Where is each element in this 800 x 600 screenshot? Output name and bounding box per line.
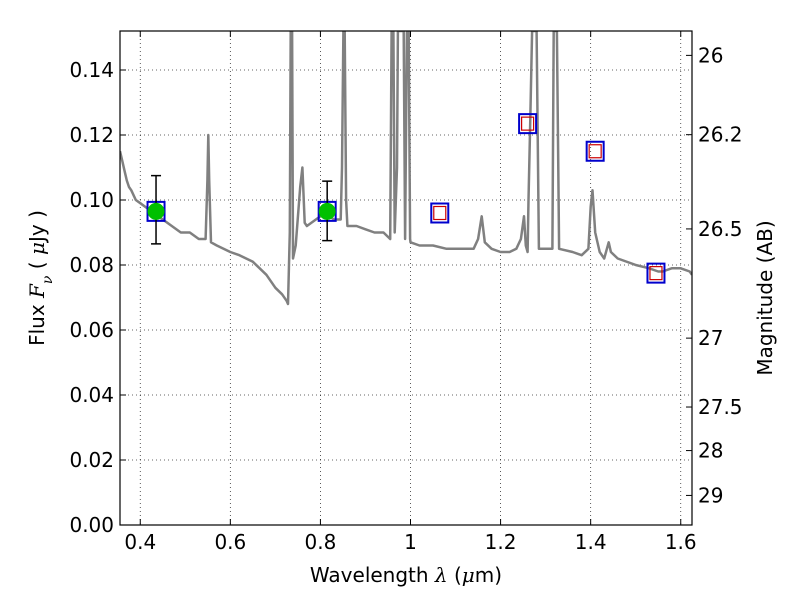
- y-axis-label-unit-mu: μ: [25, 242, 49, 255]
- y2-tick-label: 28: [698, 439, 723, 463]
- series-layer: [120, 31, 692, 306]
- x-tick-label: 1: [404, 530, 417, 554]
- y-axis-label: Flux Fν ( μJy ): [25, 210, 56, 346]
- y-axis-label-text: Flux: [25, 298, 49, 346]
- y-tick-label: 0.08: [69, 253, 114, 277]
- x-tick-label: 0.4: [124, 530, 156, 554]
- x-axis-label-text: Wavelength: [310, 563, 435, 587]
- model-photometry-inner-box: [649, 266, 663, 281]
- model-photometry-box: [430, 202, 450, 224]
- x-axis-label-unit-open: (: [448, 563, 462, 587]
- x-tick-label: 1.2: [485, 530, 517, 554]
- spectrum-line: [120, 31, 692, 306]
- observed-data-point: [147, 202, 165, 220]
- y2-tick-label: 27: [698, 326, 723, 350]
- y2-tick-label: 26: [698, 43, 723, 67]
- y-tick-label: 0.06: [69, 318, 114, 342]
- x-axis-label: Wavelength λ (μm): [310, 563, 502, 587]
- model-photometry-inner-box: [433, 205, 447, 221]
- y-axis-label-unit-open: (: [25, 255, 49, 276]
- x-axis-label-unit-mu: μ: [462, 563, 475, 587]
- y-axis-label-symbol: F: [25, 283, 49, 299]
- y-tick-label: 0.04: [69, 383, 114, 407]
- model-photometry-inner-box: [521, 116, 535, 131]
- x-tick-label: 0.8: [305, 530, 337, 554]
- ticks: 0.4 0.6 0.8 1 1.2 1.4 1.6 0.00 0.02 0.04 0.06 0.08 0…: [69, 31, 743, 554]
- y-tick-label: 0.02: [69, 448, 114, 472]
- x-axis-label-symbol: λ: [434, 563, 448, 587]
- y2-tick-label: 29: [698, 483, 723, 507]
- x-tick-label: 1.6: [665, 530, 697, 554]
- y2-tick-label: 26.2: [698, 123, 743, 147]
- y-tick-label: 0.14: [69, 58, 114, 82]
- y-tick-label: 0.12: [69, 123, 114, 147]
- x-tick-label: 1.4: [575, 530, 607, 554]
- model-photometry-box: [585, 140, 605, 162]
- x-tick-label: 0.6: [214, 530, 246, 554]
- y-axis-label-unit-rest: Jy ): [25, 210, 49, 244]
- secondary-y-axis-label: Magnitude (AB): [753, 220, 777, 375]
- model-photometry-box: [518, 113, 538, 135]
- axes-frame: [119, 30, 693, 526]
- y-tick-label: 0.10: [69, 188, 114, 212]
- y2-tick-label: 27.5: [698, 395, 743, 419]
- y2-tick-label: 26.5: [698, 217, 743, 241]
- y-axis-label-subscript: ν: [40, 275, 56, 284]
- observed-data-point: [318, 202, 336, 220]
- x-axis-label-unit-rest: m): [475, 563, 502, 587]
- marker-layer: [146, 113, 666, 284]
- model-photometry-box: [646, 262, 666, 284]
- y-tick-label: 0.00: [69, 513, 114, 537]
- plot-area: [120, 31, 692, 306]
- model-photometry-inner-box: [588, 144, 602, 159]
